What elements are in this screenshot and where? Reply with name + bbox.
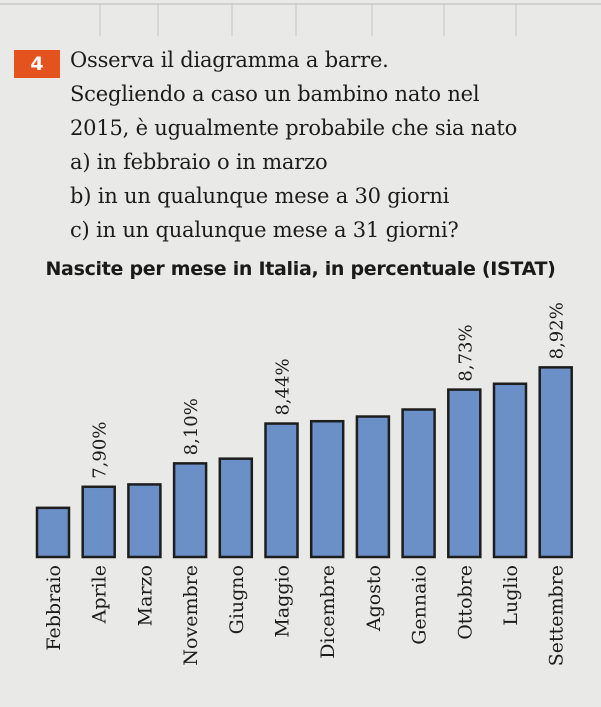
chart-title: Nascite per mese in Italia, in percentua… bbox=[45, 258, 556, 280]
data-label-aprile: 7,90% bbox=[90, 422, 111, 479]
data-label-ottobre: 8,73% bbox=[455, 324, 476, 381]
bar-ottobre bbox=[447, 388, 482, 559]
exercise-option-a: a) in febbraio o in marzo bbox=[70, 150, 328, 174]
bar-agosto bbox=[355, 415, 391, 559]
exercise-line-1: Osserva il diagramma a barre. bbox=[70, 48, 389, 72]
category-label-settembre: Settembre bbox=[546, 565, 568, 666]
data-label-maggio: 8,44% bbox=[273, 358, 294, 415]
category-label-marzo: Marzo bbox=[134, 565, 156, 626]
bar-settembre bbox=[538, 366, 573, 559]
category-label-dicembre: Dicembre bbox=[317, 565, 339, 659]
category-label-ottobre: Ottobre bbox=[454, 565, 476, 640]
category-label-agosto: Agosto bbox=[363, 565, 385, 632]
exercise-line-2: Scegliendo a caso un bambino nato nel bbox=[70, 82, 480, 106]
category-label-novembre: Novembre bbox=[180, 565, 202, 666]
exercise-line-3: 2015, è ugualmente probabile che sia nat… bbox=[70, 116, 518, 140]
data-label-novembre: 8,10% bbox=[181, 398, 202, 455]
exercise-number-badge: 4 bbox=[14, 50, 60, 78]
category-label-febbraio: Febbraio bbox=[43, 565, 65, 651]
category-label-gennaio: Gennaio bbox=[409, 565, 431, 645]
bar-novembre bbox=[172, 462, 208, 559]
bar-aprile bbox=[81, 485, 116, 559]
category-label-giugno: Giugno bbox=[226, 565, 248, 634]
category-label-luglio: Luglio bbox=[500, 565, 522, 626]
page-top-rules bbox=[0, 3, 601, 36]
bar-giugno bbox=[218, 457, 254, 559]
exercise-option-b: b) in un qualunque mese a 30 giorni bbox=[70, 184, 450, 208]
bar-maggio bbox=[264, 422, 299, 559]
bar-luglio bbox=[492, 382, 528, 559]
category-label-aprile: Aprile bbox=[89, 565, 111, 624]
bar-dicembre bbox=[309, 419, 345, 559]
category-label-maggio: Maggio bbox=[272, 565, 294, 638]
bar-gennaio bbox=[401, 408, 436, 559]
data-label-settembre: 8,92% bbox=[547, 302, 568, 359]
bar-febbraio bbox=[35, 506, 71, 559]
exercise-option-c: c) in un qualunque mese a 31 giorni? bbox=[70, 218, 459, 242]
bar-marzo bbox=[127, 483, 162, 559]
